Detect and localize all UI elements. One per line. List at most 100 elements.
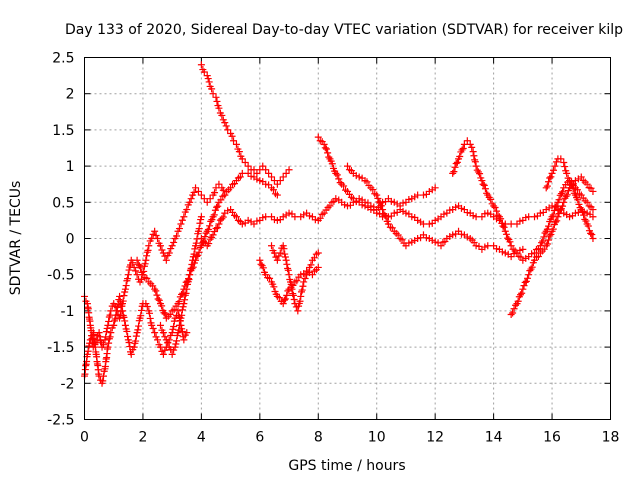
x-tick-label: 10	[368, 430, 386, 446]
data-point	[300, 278, 308, 286]
data-point	[507, 220, 515, 228]
data-point	[164, 339, 172, 347]
x-tick-label: 12	[426, 430, 444, 446]
data-point	[459, 144, 467, 152]
data-point	[471, 156, 479, 164]
data-point	[200, 68, 208, 76]
data-point	[146, 309, 154, 317]
data-point	[230, 137, 238, 145]
data-point	[241, 158, 249, 166]
data-point	[552, 158, 560, 166]
series-trace-d	[197, 61, 293, 188]
data-point	[307, 261, 315, 269]
data-point	[328, 160, 336, 168]
data-point	[194, 251, 202, 259]
data-point	[127, 350, 135, 358]
data-point	[502, 230, 510, 238]
data-point	[554, 213, 562, 221]
data-point	[484, 242, 492, 250]
data-point	[168, 242, 176, 250]
data-point	[187, 195, 195, 203]
data-point	[133, 256, 141, 264]
data-point	[525, 271, 533, 279]
data-point	[180, 213, 188, 221]
data-point	[84, 347, 92, 355]
data-point	[196, 219, 204, 227]
data-point	[155, 296, 163, 304]
data-point	[204, 75, 212, 83]
data-point	[213, 224, 221, 232]
data-point	[456, 152, 464, 160]
data-point	[520, 282, 528, 290]
data-point	[374, 194, 382, 202]
data-point	[335, 175, 343, 183]
data-point	[560, 158, 568, 166]
data-point	[178, 311, 186, 319]
data-point	[268, 242, 276, 250]
data-point	[548, 169, 556, 177]
data-point	[382, 213, 390, 221]
data-point	[143, 302, 151, 310]
data-point	[509, 309, 517, 317]
data-point	[143, 248, 151, 256]
data-point	[120, 313, 128, 321]
data-point	[158, 246, 166, 254]
data-point	[546, 232, 554, 240]
data-point	[541, 229, 549, 237]
data-point	[394, 231, 402, 239]
data-point	[531, 249, 539, 257]
data-point	[344, 162, 351, 170]
data-point	[154, 295, 162, 303]
data-point	[452, 160, 460, 168]
data-point	[545, 222, 553, 230]
data-point	[236, 173, 244, 181]
data-point	[449, 169, 457, 177]
data-point	[273, 180, 281, 188]
data-point	[550, 166, 558, 174]
data-point	[379, 206, 387, 214]
data-point	[282, 256, 290, 264]
data-point	[589, 213, 597, 221]
data-point	[154, 235, 162, 242]
data-point	[183, 285, 191, 293]
data-point	[118, 307, 126, 315]
data-point	[453, 158, 461, 166]
data-point	[381, 211, 389, 219]
data-point	[173, 337, 181, 345]
data-point	[287, 280, 295, 288]
data-point	[152, 333, 160, 341]
data-point	[299, 282, 307, 290]
data-point	[227, 184, 235, 192]
data-point	[192, 239, 200, 247]
data-point	[268, 173, 276, 181]
data-point	[553, 217, 561, 225]
data-point	[547, 173, 555, 181]
data-point	[584, 222, 592, 230]
data-point	[469, 148, 477, 156]
data-point	[168, 329, 176, 337]
data-point	[314, 263, 322, 271]
data-point	[518, 289, 526, 297]
data-point	[487, 195, 495, 203]
data-point	[172, 340, 180, 348]
data-point	[288, 285, 296, 293]
data-point	[178, 290, 186, 298]
data-point	[373, 191, 381, 199]
axis-ticks	[84, 57, 611, 420]
data-point	[431, 184, 439, 192]
data-point	[205, 78, 213, 86]
data-point	[507, 242, 515, 250]
data-point	[213, 203, 221, 211]
data-point	[186, 198, 194, 206]
data-point	[304, 268, 312, 276]
y-tick-label: 2	[66, 87, 75, 103]
data-point	[369, 186, 377, 194]
data-point	[122, 282, 130, 290]
series-trace-b	[81, 292, 191, 387]
data-point	[283, 260, 291, 268]
x-tick-label: 0	[80, 430, 89, 446]
data-point	[142, 256, 150, 264]
data-point	[214, 202, 222, 210]
data-point	[178, 306, 186, 314]
data-point	[210, 211, 218, 219]
